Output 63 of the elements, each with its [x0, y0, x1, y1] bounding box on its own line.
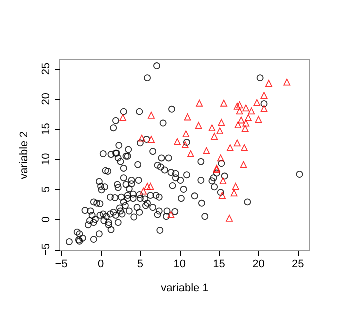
x-tick-label: 10: [174, 258, 186, 270]
y-tick-label: 20: [40, 93, 52, 106]
point: [220, 100, 228, 107]
point: [144, 183, 151, 190]
y-tick-label: 15: [40, 123, 52, 136]
point: [182, 130, 190, 138]
point: [148, 136, 155, 143]
point: [195, 122, 202, 130]
point: [234, 140, 241, 147]
point: [196, 100, 204, 107]
point: [174, 138, 181, 146]
point: [182, 142, 189, 148]
point: [226, 144, 234, 152]
point: [240, 161, 248, 168]
point: [260, 105, 268, 112]
x-tick-label: 0: [98, 258, 104, 270]
point: [234, 122, 242, 129]
point: [226, 215, 234, 222]
point: [120, 114, 127, 122]
point: [217, 154, 224, 162]
point: [255, 116, 262, 124]
x-tick-label: 15: [213, 258, 226, 270]
y-tick-label: 10: [40, 153, 52, 166]
point: [232, 183, 240, 190]
point: [211, 133, 218, 140]
point: [208, 124, 216, 132]
point: [242, 120, 250, 127]
y-tick-label: 25: [40, 62, 52, 76]
point: [260, 92, 268, 99]
point: [236, 102, 244, 109]
point: [245, 114, 252, 122]
y-axis-title: variable 2: [18, 132, 30, 180]
point: [218, 119, 226, 126]
x-tick-label: −5: [55, 258, 68, 270]
point: [147, 183, 154, 190]
point: [138, 134, 146, 142]
x-tick-label: 20: [252, 258, 265, 270]
point: [219, 192, 226, 200]
x-tick-label: 25: [292, 258, 304, 270]
point: [242, 104, 250, 112]
point: [242, 125, 249, 132]
point: [248, 108, 256, 115]
point: [184, 114, 192, 121]
x-axis-title: variable 1: [161, 282, 209, 294]
point: [241, 144, 248, 152]
point: [148, 112, 155, 119]
point: [140, 188, 148, 195]
point: [230, 190, 238, 197]
point: [234, 102, 241, 110]
point: [236, 108, 244, 115]
y-tick-label: 5: [40, 186, 52, 193]
y-tick-label: 0: [40, 216, 52, 223]
x-tick-label: 5: [137, 258, 144, 270]
point: [216, 128, 224, 135]
point: [238, 116, 245, 124]
point: [187, 150, 194, 158]
point: [284, 78, 291, 86]
point: [254, 99, 261, 106]
point: [203, 148, 210, 154]
y-tick-label: −5: [40, 244, 52, 256]
point: [266, 80, 272, 87]
point: [168, 211, 175, 218]
point: [220, 178, 227, 185]
